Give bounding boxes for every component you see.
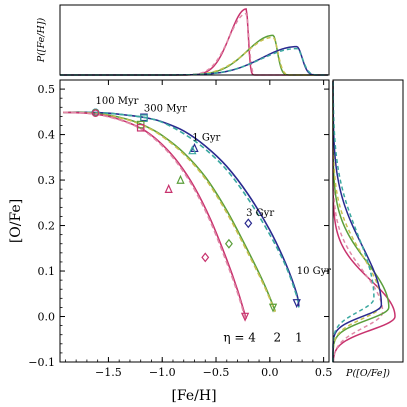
marker-triangle-down-12 (268, 303, 278, 313)
top-distribution-1 (60, 12, 328, 76)
series-line-0 (63, 111, 300, 307)
age-label-0: 100 Myr (96, 96, 139, 107)
y-tick-label-2: 0.1 (38, 265, 56, 278)
top-panel-frame (59, 4, 330, 76)
marker-diamond-3 (244, 218, 253, 229)
y-tick-label-4: 0.3 (38, 174, 56, 187)
main-axis-ticks: −1.5 −1.0 −0.5 0.0 0.5 −0.1 0.0 0.1 0.2 0.3 0.4 0.5 (28, 80, 332, 379)
eta-label-0: η = 4 (223, 331, 256, 345)
age-label-4: 10 Gyr (297, 266, 332, 277)
top-panel: P([Fe/H]) (36, 4, 330, 76)
y-axis-label: [O/Fe] (8, 199, 24, 243)
top-distribution-4 (60, 45, 328, 76)
right-distribution-4 (332, 80, 383, 362)
marker-triangle-up-10 (176, 174, 185, 184)
top-panel-ylabel: P([Fe/H]) (36, 18, 47, 64)
y-tick-label-6: 0.5 (38, 83, 56, 96)
series-line-1 (63, 111, 300, 308)
series-line-5 (63, 111, 247, 322)
x-tick-label-2: −0.5 (203, 366, 230, 379)
right-distribution-3 (332, 80, 383, 362)
right-panel-curves (332, 80, 396, 363)
eta-label-2: 1 (295, 331, 303, 345)
marker-circle-13 (91, 109, 100, 118)
x-tick-label-4: 0.5 (315, 366, 333, 379)
right-panel-xlabel: P([O/Fe]) (345, 368, 390, 379)
top-distribution-5 (60, 47, 328, 76)
y-tick-label-5: 0.4 (38, 129, 56, 142)
marker-triangle-down-17 (240, 312, 250, 322)
main-series-lines (63, 111, 300, 322)
marker-diamond-16 (201, 252, 210, 263)
y-tick-label-1: 0.0 (38, 311, 56, 324)
marker-triangle-up-7 (188, 145, 197, 155)
main-age-markers (91, 108, 301, 322)
y-tick-label-3: 0.2 (38, 220, 56, 233)
age-label-2: 1 Gyr (192, 133, 220, 144)
x-tick-label-1: −1.0 (149, 366, 176, 379)
marker-square-14 (136, 123, 145, 132)
x-tick-label-0: −1.5 (95, 366, 122, 379)
top-distribution-0 (60, 8, 328, 76)
right-panel: P([O/Fe]) (332, 79, 404, 379)
eta-label-1: 2 (274, 331, 282, 345)
x-axis-label: [Fe/H] (171, 388, 216, 404)
x-tick-label-3: 0.0 (261, 366, 279, 379)
top-panel-curves (60, 8, 328, 76)
right-panel-frame (332, 79, 404, 363)
right-distribution-5 (332, 80, 375, 362)
age-label-3: 3 Gyr (246, 208, 274, 219)
right-distribution-1 (332, 80, 384, 363)
series-line-3 (63, 111, 276, 313)
main-panel-frame (59, 79, 330, 363)
marker-triangle-up-15 (164, 183, 173, 193)
y-tick-label-0: −0.1 (28, 356, 55, 369)
age-label-1: 300 Myr (144, 103, 187, 114)
marker-triangle-down-4 (292, 299, 301, 309)
top-distribution-3 (60, 36, 328, 76)
marker-diamond-11 (224, 238, 233, 249)
top-distribution-2 (60, 34, 328, 76)
